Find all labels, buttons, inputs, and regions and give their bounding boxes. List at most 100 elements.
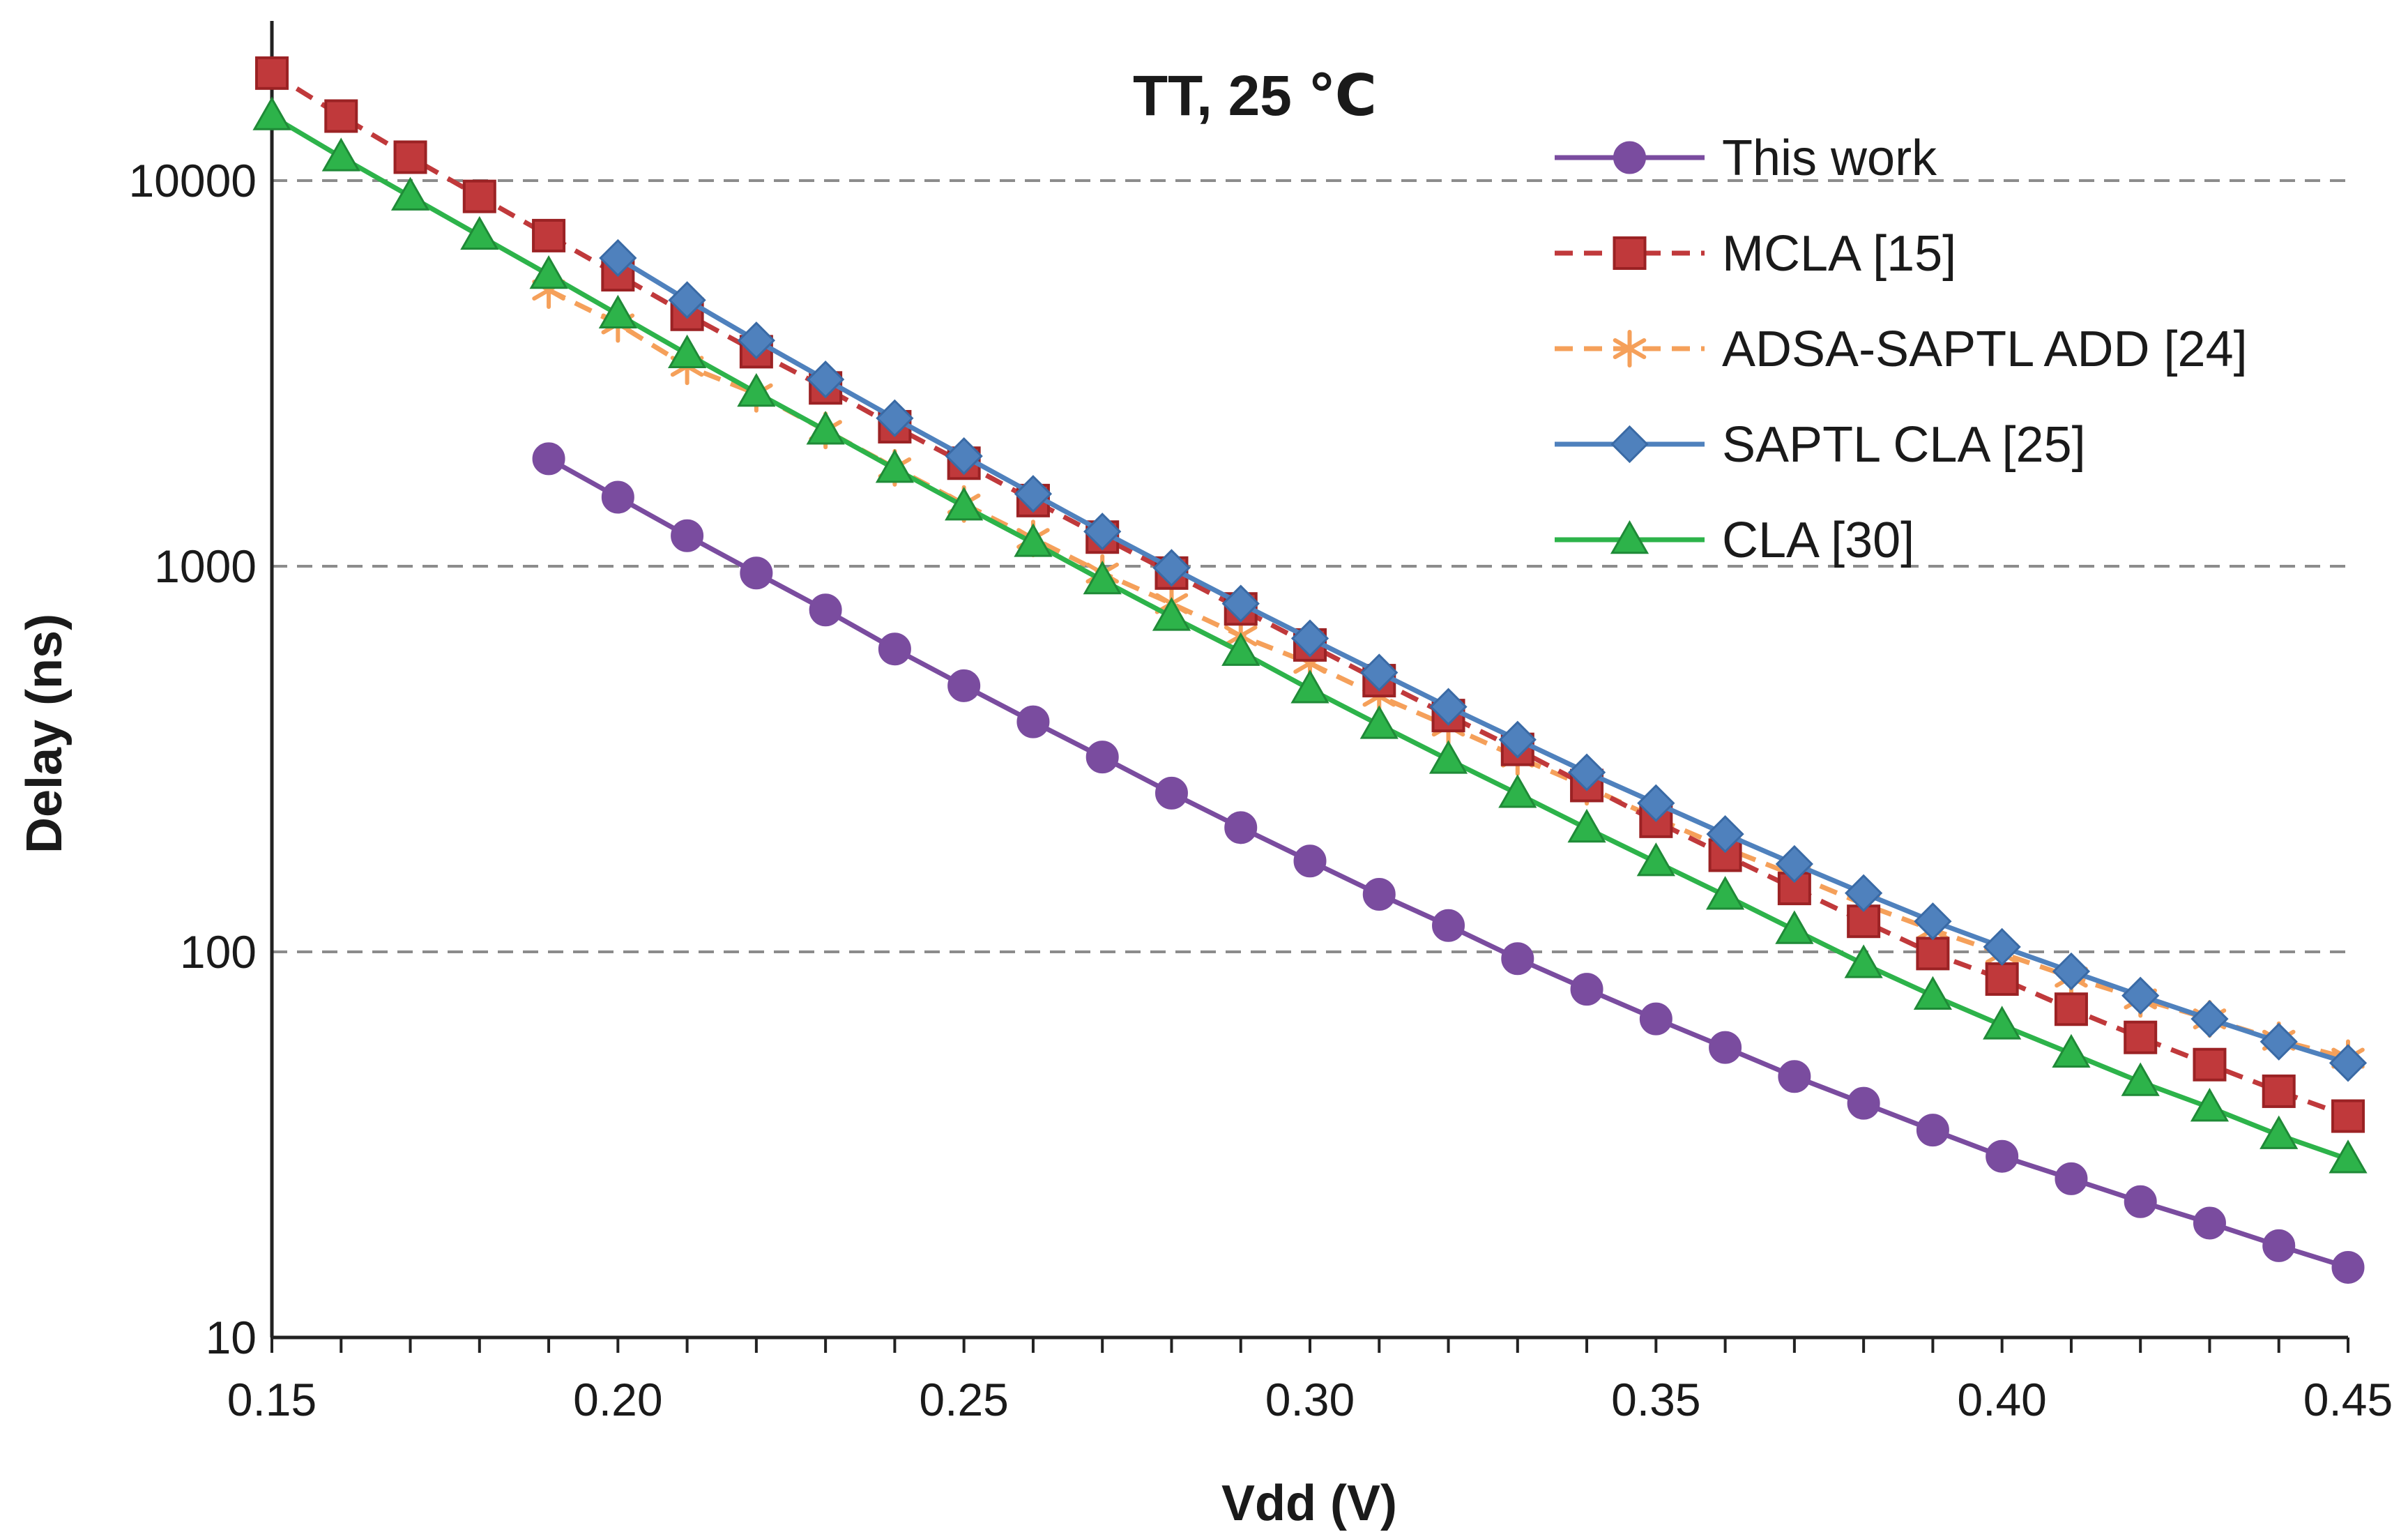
data-point-mcla-15 (2124, 1020, 2158, 1054)
chart-title: TT, 25 ℃ (1133, 64, 1377, 128)
data-point-cla-30 (1359, 705, 1399, 739)
data-point-saptl-cla-25 (1567, 753, 1606, 791)
data-point-mcla-15 (1985, 962, 2019, 996)
legend-label: CLA [30] (1722, 513, 1914, 568)
data-point-this-work (601, 480, 634, 514)
data-point-saptl-cla-25 (668, 281, 706, 319)
data-point-this-work (2262, 1229, 2296, 1262)
data-point-cla-30 (252, 96, 291, 130)
data-point-this-work (1986, 1139, 2019, 1173)
data-point-mcla-15 (393, 140, 427, 174)
legend-swatch-marker (1613, 330, 1647, 367)
data-point-cla-30 (2052, 1033, 2091, 1068)
data-point-saptl-cla-25 (1152, 549, 1191, 587)
data-point-saptl-cla-25 (1845, 874, 1883, 912)
data-point-saptl-cla-25 (1983, 927, 2021, 966)
data-point-cla-30 (529, 255, 568, 289)
data-point-this-work (1847, 1086, 1880, 1120)
data-point-saptl-cla-25 (1775, 844, 1813, 884)
data-point-cla-30 (2190, 1088, 2230, 1122)
legend-entry-mcla-15: MCLA [15] (1555, 226, 1956, 282)
data-point-cla-30 (1498, 774, 1537, 808)
data-point-this-work (1501, 942, 1534, 976)
x-tick-label: 0.20 (573, 1374, 662, 1425)
data-point-this-work (1778, 1060, 1811, 1093)
data-point-saptl-cla-25 (807, 361, 845, 399)
data-point-saptl-cla-25 (2190, 1000, 2229, 1038)
data-point-cla-30 (737, 372, 776, 407)
data-point-this-work (1362, 877, 1396, 911)
data-point-cla-30 (1428, 740, 1468, 774)
legend-swatch-marker (1610, 520, 1649, 554)
data-point-saptl-cla-25 (1290, 619, 1329, 658)
data-point-cla-30 (668, 334, 707, 368)
data-point-mcla-15 (324, 99, 358, 133)
data-point-this-work (1916, 1114, 1949, 1147)
data-point-this-work (1016, 705, 1050, 738)
data-point-cla-30 (1636, 842, 1675, 877)
data-point-saptl-cla-25 (2121, 976, 2160, 1015)
legend-label: SAPTL CLA [25] (1722, 417, 2086, 473)
data-point-this-work (740, 556, 773, 590)
data-point-saptl-cla-25 (876, 399, 914, 437)
axes (270, 21, 2349, 1353)
data-point-mcla-15 (2262, 1074, 2296, 1108)
data-point-mcla-15 (1916, 937, 1950, 971)
data-point-cla-30 (460, 215, 499, 250)
legend-entry-saptl-cla-25: SAPTL CLA [25] (1555, 417, 2086, 473)
tick-labels: 0.15 0.20 0.25 0.30 0.35 0.40 0.45 10 100 1000 100… (128, 155, 2393, 1425)
legend-label: This work (1722, 130, 1937, 186)
data-point-cla-30 (1290, 669, 1329, 704)
data-point-this-work (1293, 844, 1327, 878)
series-cla-30 (252, 96, 2368, 1174)
data-point-this-work (532, 442, 565, 476)
data-point-mcla-15 (2054, 992, 2088, 1026)
data-point-this-work (1155, 776, 1188, 810)
data-point-saptl-cla-25 (1360, 653, 1399, 692)
data-point-cla-30 (806, 411, 845, 445)
data-point-this-work (1570, 973, 1603, 1006)
data-point-saptl-cla-25 (1706, 815, 1744, 854)
gridlines (272, 179, 2348, 953)
data-point-mcla-15 (532, 218, 566, 252)
y-tick-label: 1000 (154, 540, 257, 592)
data-point-saptl-cla-25 (2329, 1044, 2368, 1082)
data-point-this-work (1432, 909, 1465, 942)
x-tick-label: 0.45 (2303, 1374, 2393, 1425)
data-point-mcla-15 (255, 56, 289, 90)
data-point-this-work (2124, 1185, 2157, 1218)
x-tick-label: 0.35 (1611, 1374, 1700, 1425)
legend-swatch-marker (1613, 141, 1646, 174)
data-point-cla-30 (1844, 944, 1883, 978)
data-point-saptl-cla-25 (599, 238, 637, 278)
data-point-saptl-cla-25 (1429, 688, 1468, 726)
data-point-cla-30 (2121, 1062, 2160, 1096)
data-point-cla-30 (1913, 976, 1952, 1010)
data-point-this-work (947, 669, 981, 702)
data-point-mcla-15 (2193, 1047, 2227, 1082)
series-saptl-cla-25 (599, 238, 2368, 1082)
x-tick-label: 0.40 (1957, 1374, 2046, 1425)
series-this-work (532, 442, 2365, 1284)
data-point-this-work (2193, 1206, 2226, 1240)
data-point-saptl-cla-25 (1637, 784, 1675, 822)
x-tick-label: 0.25 (919, 1374, 1008, 1425)
data-point-this-work (2331, 1250, 2365, 1284)
data-point-this-work (671, 519, 704, 552)
legend-label: MCLA [15] (1722, 226, 1956, 282)
data-point-saptl-cla-25 (1914, 902, 1952, 941)
data-point-this-work (1085, 741, 1119, 774)
data-point-this-work (809, 593, 842, 627)
y-axis-label: Delay (ns) (17, 614, 73, 854)
data-point-this-work (1709, 1031, 1742, 1064)
data-point-this-work (1224, 811, 1258, 844)
x-tick-label: 0.15 (227, 1374, 317, 1425)
data-point-this-work (1639, 1002, 1672, 1036)
data-point-cla-30 (2329, 1139, 2368, 1174)
data-point-cla-30 (2260, 1115, 2299, 1149)
data-point-cla-30 (1014, 523, 1053, 557)
data-point-saptl-cla-25 (737, 321, 775, 360)
legend: This work MCLA [15] ADSA-SAPTL ADD [24] SAP… (1555, 130, 2248, 568)
data-point-saptl-cla-25 (1221, 584, 1260, 623)
